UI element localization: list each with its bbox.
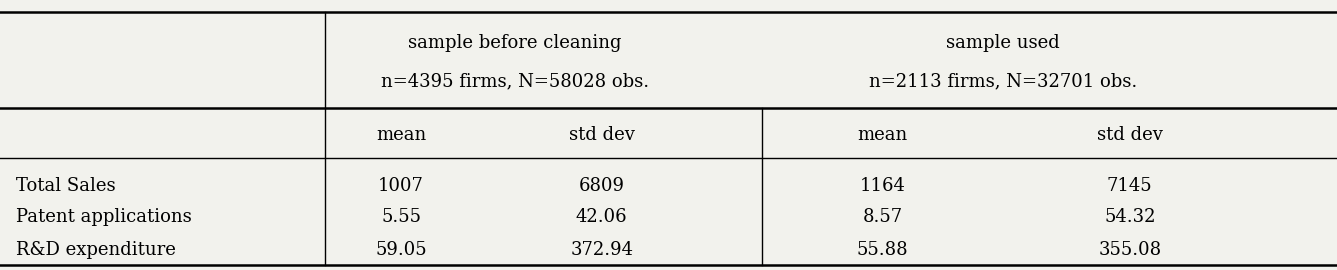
Text: mean: mean xyxy=(376,126,427,144)
Text: mean: mean xyxy=(857,126,908,144)
Text: 6809: 6809 xyxy=(579,177,624,195)
Text: 54.32: 54.32 xyxy=(1104,208,1155,226)
Text: n=4395 firms, N=58028 obs.: n=4395 firms, N=58028 obs. xyxy=(381,72,648,90)
Text: R&D expenditure: R&D expenditure xyxy=(16,241,176,259)
Text: 1007: 1007 xyxy=(378,177,424,195)
Text: 42.06: 42.06 xyxy=(576,208,627,226)
Text: 1164: 1164 xyxy=(860,177,905,195)
Text: std dev: std dev xyxy=(568,126,635,144)
Text: n=2113 firms, N=32701 obs.: n=2113 firms, N=32701 obs. xyxy=(869,72,1136,90)
Text: Total Sales: Total Sales xyxy=(16,177,116,195)
Text: 5.55: 5.55 xyxy=(381,208,421,226)
Text: 55.88: 55.88 xyxy=(857,241,908,259)
Text: sample before cleaning: sample before cleaning xyxy=(408,34,622,52)
Text: 59.05: 59.05 xyxy=(376,241,427,259)
Text: std dev: std dev xyxy=(1096,126,1163,144)
Text: 8.57: 8.57 xyxy=(862,208,902,226)
Text: Patent applications: Patent applications xyxy=(16,208,191,226)
Text: 372.94: 372.94 xyxy=(570,241,634,259)
Text: 355.08: 355.08 xyxy=(1098,241,1162,259)
Text: sample used: sample used xyxy=(945,34,1060,52)
Text: 7145: 7145 xyxy=(1107,177,1152,195)
